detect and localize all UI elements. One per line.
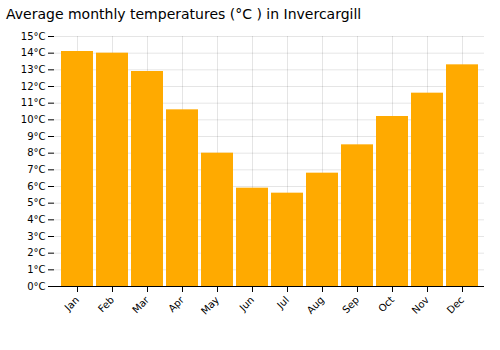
svg-text:10°C: 10°C — [21, 114, 46, 125]
svg-text:15°C: 15°C — [21, 31, 46, 42]
svg-text:Apr: Apr — [166, 294, 187, 315]
svg-text:Jun: Jun — [237, 294, 257, 314]
svg-text:Feb: Feb — [96, 294, 116, 314]
svg-text:May: May — [199, 294, 221, 316]
svg-text:Aug: Aug — [305, 294, 327, 316]
svg-text:0°C: 0°C — [27, 281, 45, 292]
svg-text:1°C: 1°C — [27, 264, 45, 275]
svg-text:4°C: 4°C — [27, 214, 45, 225]
svg-text:6°C: 6°C — [27, 181, 45, 192]
svg-text:9°C: 9°C — [27, 131, 45, 142]
svg-text:Oct: Oct — [376, 294, 396, 314]
svg-text:2°C: 2°C — [27, 247, 45, 258]
svg-text:13°C: 13°C — [21, 64, 46, 75]
svg-text:14°C: 14°C — [21, 47, 46, 58]
svg-text:Jan: Jan — [62, 294, 81, 313]
svg-text:Jul: Jul — [274, 294, 291, 311]
svg-text:3°C: 3°C — [27, 231, 45, 242]
svg-text:Sep: Sep — [340, 294, 361, 315]
html-text:Average monthly temperatures (: Average monthly temperatures (°C ) in In… — [6, 6, 362, 22]
svg-text:Nov: Nov — [410, 294, 432, 316]
svg-text:7°C: 7°C — [27, 164, 45, 175]
svg-text:Dec: Dec — [445, 294, 466, 315]
svg-text:11°C: 11°C — [21, 97, 46, 108]
svg-text:5°C: 5°C — [27, 197, 45, 208]
svg-text:8°C: 8°C — [27, 147, 45, 158]
svg-text:Mar: Mar — [130, 294, 152, 316]
svg-text:12°C: 12°C — [21, 81, 46, 92]
